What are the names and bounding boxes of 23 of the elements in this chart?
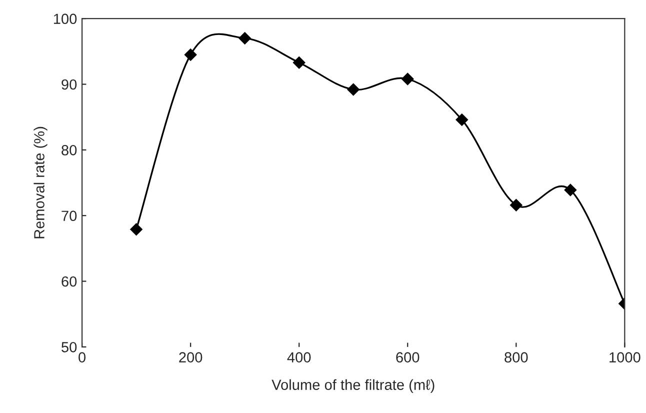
y-axis-title: Removal rate (%): [34, 126, 48, 238]
point: [293, 56, 306, 69]
x-tick-label: 400: [287, 352, 311, 362]
point: [130, 223, 142, 236]
y-tick-label: 60: [62, 276, 77, 287]
y-tick-label: 70: [62, 210, 77, 222]
point: [402, 72, 414, 86]
x-tick-label: 200: [179, 352, 202, 362]
point: [510, 198, 522, 212]
x-tick-label: 800: [504, 352, 528, 362]
y-tick-label: 80: [62, 145, 77, 156]
point: [564, 184, 577, 196]
point: [238, 32, 251, 44]
x-tick-label: 0: [78, 352, 86, 362]
point: [347, 83, 360, 96]
x-tick-label: 1000: [610, 352, 640, 362]
x-tick-label: 600: [396, 352, 420, 362]
x-axis-title: Volume of the filtrate (mℓ): [272, 379, 434, 393]
y-tick-label: 50: [62, 342, 77, 352]
point: [456, 114, 468, 126]
y-tick-label: 100: [54, 14, 77, 24]
y-tick-label: 90: [62, 79, 77, 90]
point: [184, 48, 197, 61]
